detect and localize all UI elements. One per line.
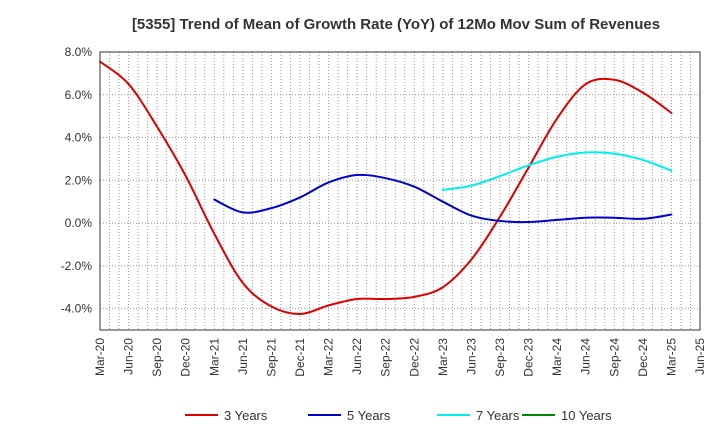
legend-label-5-years: 5 Years bbox=[347, 408, 391, 423]
x-tick-label: Mar-23 bbox=[436, 338, 450, 376]
x-tick-label: Jun-22 bbox=[350, 338, 364, 375]
chart-title: [5355] Trend of Mean of Growth Rate (YoY… bbox=[132, 16, 660, 33]
legend-label-10-years: 10 Years bbox=[561, 408, 612, 423]
x-tick-label: Jun-20 bbox=[122, 338, 136, 375]
x-tick-label: Mar-20 bbox=[93, 338, 107, 376]
x-tick-label: Sep-23 bbox=[493, 338, 507, 377]
y-axis: -4.0% -2.0% 0.0% 2.0% 4.0% 6.0% 8.0% bbox=[61, 45, 93, 316]
x-tick-label: Jun-25 bbox=[693, 338, 707, 375]
x-tick-label: Dec-20 bbox=[179, 338, 193, 377]
x-tick-label: Dec-23 bbox=[522, 338, 536, 377]
legend: 3 Years 5 Years 7 Years 10 Years bbox=[185, 408, 612, 423]
series-layer bbox=[99, 60, 673, 315]
y-tick-label: -4.0% bbox=[61, 302, 93, 316]
grid-layer bbox=[100, 51, 700, 330]
x-tick-label: Jun-23 bbox=[464, 338, 478, 375]
x-tick-label: Mar-21 bbox=[207, 338, 221, 376]
series-line-5-years bbox=[213, 173, 673, 224]
x-tick-label: Mar-22 bbox=[322, 338, 336, 376]
x-tick-label: Jun-21 bbox=[236, 338, 250, 375]
x-tick-label: Sep-24 bbox=[607, 338, 621, 377]
x-axis: Mar-20 Jun-20 Sep-20 Dec-20 Mar-21 Jun-21 Sep-… bbox=[93, 338, 707, 377]
series-line-3-years bbox=[99, 60, 673, 315]
x-tick-label: Sep-22 bbox=[379, 338, 393, 377]
series-line-7-years bbox=[441, 151, 673, 191]
y-tick-label: 0.0% bbox=[65, 216, 93, 230]
y-tick-label: 4.0% bbox=[65, 131, 93, 145]
legend-label-7-years: 7 Years bbox=[476, 408, 520, 423]
x-tick-label: Mar-24 bbox=[550, 338, 564, 376]
x-tick-label: Dec-21 bbox=[293, 338, 307, 377]
x-tick-label: Mar-25 bbox=[664, 338, 678, 376]
y-tick-label: 2.0% bbox=[65, 173, 93, 187]
y-tick-label: -2.0% bbox=[61, 259, 93, 273]
legend-label-3-years: 3 Years bbox=[224, 408, 268, 423]
x-tick-label: Sep-21 bbox=[264, 338, 278, 377]
y-tick-label: 6.0% bbox=[65, 88, 93, 102]
plot-area-frame bbox=[99, 51, 701, 331]
x-tick-label: Dec-22 bbox=[407, 338, 421, 377]
y-tick-label: 8.0% bbox=[65, 45, 93, 59]
x-tick-label: Sep-20 bbox=[150, 338, 164, 377]
x-tick-label: Dec-24 bbox=[636, 338, 650, 377]
x-tick-label: Jun-24 bbox=[579, 338, 593, 375]
